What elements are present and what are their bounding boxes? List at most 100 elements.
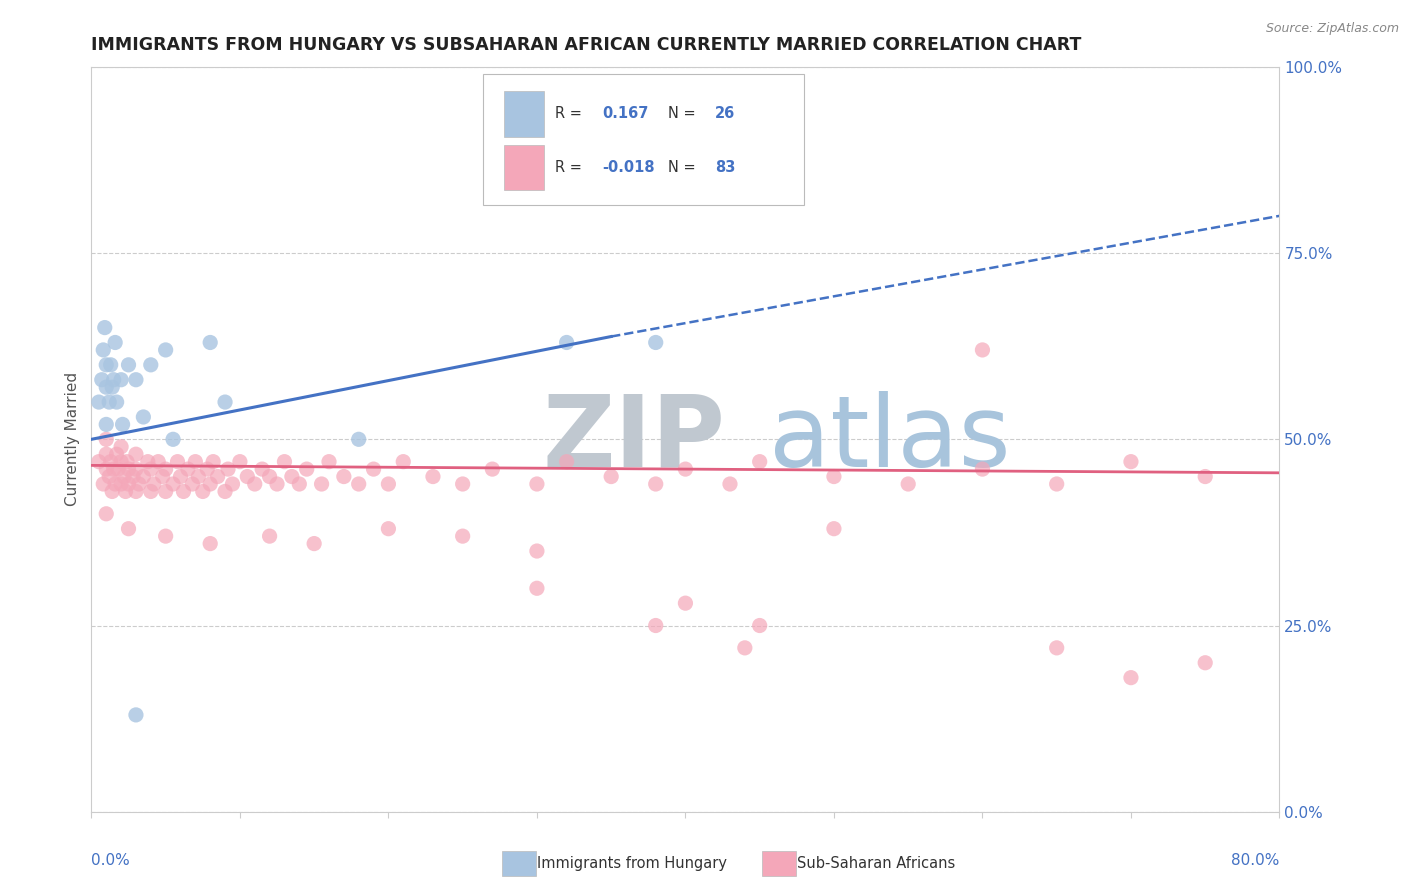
Point [96,447,118,461]
Text: R =: R = [555,160,582,175]
Point [162,477,184,491]
Point [200,477,222,491]
Point [555,335,578,350]
Point [172,484,194,499]
Point [191,484,214,499]
Point [117,462,139,476]
FancyBboxPatch shape [484,74,804,204]
Point [110,455,132,469]
Text: ZIP: ZIP [543,391,725,488]
Text: 83: 83 [716,160,735,175]
Point [302,536,325,550]
Point [526,582,548,596]
Point [217,462,239,476]
Text: 0.0%: 0.0% [91,853,131,868]
Point [132,469,155,483]
Point [100,455,122,469]
Text: -0.018: -0.018 [602,160,655,175]
Point [117,477,139,491]
Point [318,455,340,469]
Point [90,373,112,387]
Point [526,477,548,491]
Point [105,395,128,409]
Point [155,462,177,476]
Point [181,477,204,491]
Point [526,544,548,558]
Point [972,462,994,476]
Point [673,462,696,476]
Text: 26: 26 [716,106,735,121]
Point [96,462,118,476]
Text: R =: R = [555,106,582,121]
Point [202,455,225,469]
Point [96,433,118,447]
Text: atlas: atlas [769,391,1011,488]
Point [166,455,188,469]
Point [103,373,125,387]
Point [377,477,399,491]
Point [110,373,132,387]
Text: 0.167: 0.167 [602,106,648,121]
Point [87,455,110,469]
Point [229,455,252,469]
Y-axis label: Currently Married: Currently Married [65,372,80,507]
Point [98,395,121,409]
Point [155,343,177,357]
Point [273,455,295,469]
Point [1194,656,1216,670]
Point [128,477,150,491]
Point [718,477,741,491]
Point [139,358,162,372]
Point [94,320,117,334]
Point [155,529,177,543]
Point [155,484,177,499]
Point [644,477,666,491]
Point [1046,640,1069,655]
Point [91,343,114,357]
Point [117,522,139,536]
Point [1194,469,1216,483]
Point [1119,455,1142,469]
Point [139,484,162,499]
Point [152,469,174,483]
Point [281,469,304,483]
Point [111,417,134,432]
Point [748,455,770,469]
Point [195,462,218,476]
Point [392,455,415,469]
Point [110,440,132,454]
Point [101,380,124,394]
Point [214,395,236,409]
Point [451,529,474,543]
Point [1119,671,1142,685]
Point [259,469,281,483]
Point [125,373,148,387]
Point [972,343,994,357]
Point [117,358,139,372]
Point [125,447,148,461]
Point [311,477,333,491]
Point [236,469,259,483]
Point [644,335,666,350]
Point [96,358,118,372]
Text: IMMIGRANTS FROM HUNGARY VS SUBSAHARAN AFRICAN CURRENTLY MARRIED CORRELATION CHAR: IMMIGRANTS FROM HUNGARY VS SUBSAHARAN AF… [91,37,1081,54]
Point [136,455,159,469]
Point [184,455,207,469]
Point [98,469,121,483]
Point [250,462,273,476]
Point [451,477,474,491]
Point [823,469,845,483]
Text: Source: ZipAtlas.com: Source: ZipAtlas.com [1265,22,1399,36]
Text: N =: N = [668,160,695,175]
Point [295,462,318,476]
Point [897,477,920,491]
Point [673,596,696,610]
Point [200,536,222,550]
Point [347,433,370,447]
Point [187,469,209,483]
Point [555,455,578,469]
Point [207,469,229,483]
Point [96,380,118,394]
Point [87,395,110,409]
Point [112,469,135,483]
